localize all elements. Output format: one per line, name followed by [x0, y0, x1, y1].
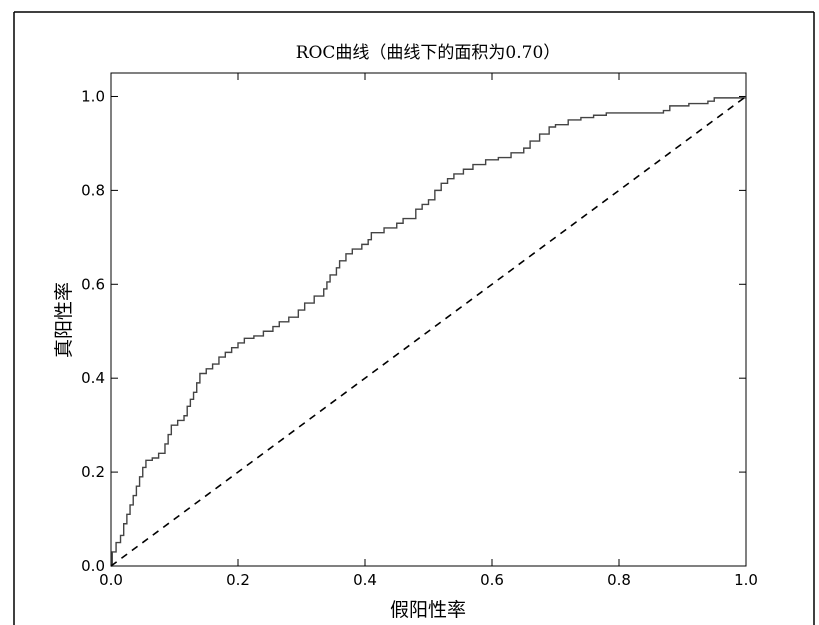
x-axis-label: 假阳性率	[390, 599, 466, 621]
y-tick-label: 0.8	[81, 181, 105, 199]
x-tick-label: 0.8	[607, 571, 631, 589]
x-tick-label: 0.4	[353, 571, 377, 589]
x-tick-label: 0.0	[99, 571, 123, 589]
axis-ticks: 0.0 0.2 0.4 0.6 0.8 1.0 0.0 0.2 0.4 0.6 0.8 1.0	[81, 73, 758, 589]
plot-area	[110, 72, 747, 567]
x-tick-label: 0.6	[480, 571, 504, 589]
y-axis-label: 真阳性率	[53, 282, 75, 358]
y-tick-label: 0.0	[81, 557, 105, 575]
x-tick-label: 0.2	[226, 571, 250, 589]
y-tick-label: 0.2	[81, 463, 105, 481]
series-group	[110, 95, 747, 567]
roc-curve-line	[111, 96, 747, 567]
y-tick-label: 0.6	[81, 275, 105, 293]
chart-title: ROC曲线（曲线下的面积为0.70）	[296, 43, 561, 63]
y-tick-label: 0.4	[81, 369, 105, 387]
y-tick-label: 1.0	[81, 87, 105, 105]
diagonal-reference-line	[110, 95, 747, 567]
x-tick-label: 1.0	[734, 571, 758, 589]
